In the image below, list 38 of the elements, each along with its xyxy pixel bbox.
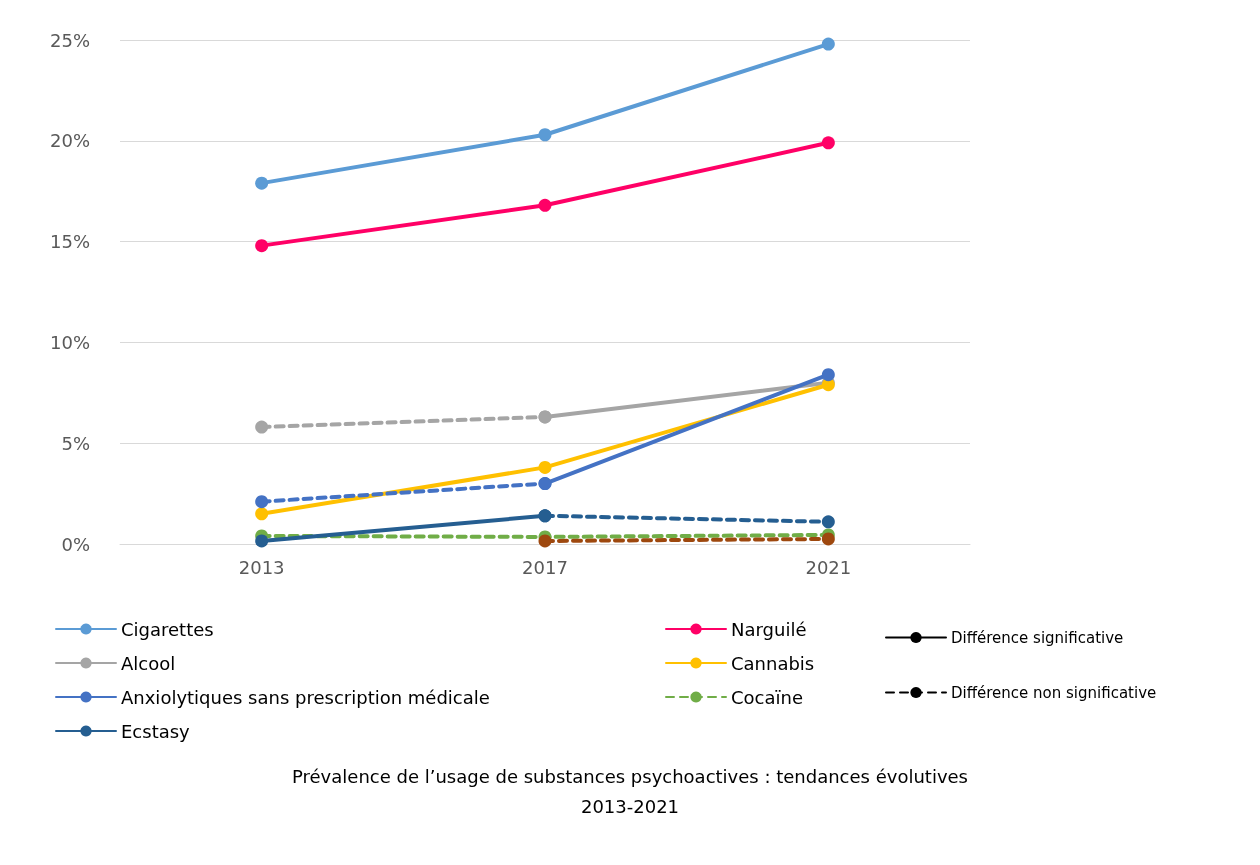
y-tick-label: 5% — [61, 432, 90, 454]
point — [821, 37, 835, 51]
point — [255, 534, 269, 548]
point — [538, 410, 552, 424]
point — [538, 509, 552, 523]
point — [821, 515, 835, 529]
point — [255, 176, 269, 190]
y-tick-label: 25% — [49, 29, 90, 51]
point — [255, 507, 269, 521]
point — [255, 239, 269, 253]
legend-label: Alcool — [121, 652, 176, 674]
point — [538, 198, 552, 212]
point — [821, 136, 835, 150]
point — [821, 368, 835, 382]
point — [255, 495, 269, 509]
text: 2013-2021 — [580, 795, 680, 817]
legend-label: Différence significative — [951, 628, 1124, 647]
text: Prévalence de l’usage de substances psychoactives : tendances évolutives — [292, 765, 968, 787]
x-tick-label: 2017 — [522, 556, 568, 578]
point — [821, 532, 835, 546]
legend-label: Ecstasy — [121, 720, 191, 742]
point — [538, 534, 552, 548]
point — [538, 128, 552, 142]
x-tick-label: 2013 — [238, 556, 285, 578]
y-tick-label: 15% — [49, 231, 90, 253]
legend-label: Cigarettes — [121, 618, 214, 640]
y-tick-label: 10% — [49, 331, 90, 353]
legend-label: Cannabis — [731, 652, 815, 674]
legend-label: Différence non significative — [951, 683, 1157, 702]
legend-label: Anxiolytiques sans prescription médicale — [121, 686, 490, 708]
x-tick-label: 2021 — [805, 556, 852, 578]
legend-label: Cocaïne — [731, 686, 803, 708]
y-tick-label: 20% — [49, 130, 90, 152]
point — [538, 460, 552, 474]
legend-label: Narguilé — [731, 618, 807, 640]
point — [538, 477, 552, 491]
y-tick-label: 0% — [61, 533, 90, 555]
point — [255, 420, 269, 434]
